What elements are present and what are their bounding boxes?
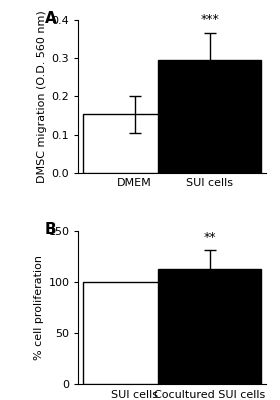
Bar: [158, 60, 261, 173]
Bar: [83, 282, 186, 384]
Y-axis label: % cell proliferation: % cell proliferation: [34, 255, 44, 360]
Text: A: A: [45, 11, 56, 26]
Bar: [83, 114, 186, 173]
Bar: [158, 269, 261, 384]
Y-axis label: DMSC migration (O.D. 560 nm): DMSC migration (O.D. 560 nm): [38, 10, 47, 183]
Text: **: **: [204, 231, 216, 244]
Text: B: B: [45, 222, 56, 237]
Text: ***: ***: [200, 14, 219, 26]
